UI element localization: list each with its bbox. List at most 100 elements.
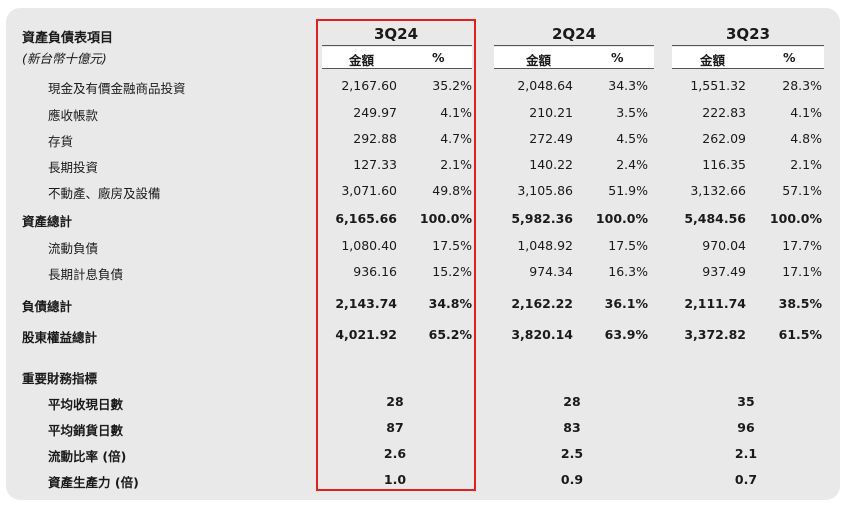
percent-cell: 4.5%	[616, 131, 648, 146]
amount-cell: 6,165.66	[335, 211, 397, 226]
amount-cell: 1,551.32	[690, 78, 746, 93]
indicator-value: 2.5	[560, 446, 584, 461]
percent-cell: 17.5%	[608, 238, 648, 253]
percent-cell: 3.5%	[616, 105, 648, 120]
indicator-label: 平均銷貨日數	[48, 423, 124, 438]
amount-cell: 5,484.56	[684, 211, 746, 226]
indicator-label: 資產生產力 (倍)	[48, 475, 139, 490]
indicator-value: 2.1	[734, 446, 758, 461]
amount-cell: 272.49	[529, 131, 573, 146]
row-label: 現金及有價金融商品投資	[48, 81, 186, 96]
period-header-2q24: 2Q24	[551, 25, 597, 43]
indicator-value: 28	[563, 394, 581, 409]
indicator-value: 28	[386, 394, 404, 409]
percent-cell: 100.0%	[595, 211, 648, 226]
amount-cell: 116.35	[702, 157, 746, 172]
amount-cell: 1,080.40	[341, 238, 397, 253]
percent-cell: 2.4%	[616, 157, 648, 172]
amount-cell: 2,143.74	[335, 296, 397, 311]
subheader-cell	[494, 47, 654, 68]
amount-cell: 222.83	[702, 105, 746, 120]
highlight-frame-3q24	[316, 19, 476, 491]
percent-header: %	[783, 50, 796, 65]
percent-header: %	[432, 50, 445, 65]
row-label: 長期投資	[48, 160, 99, 175]
indicator-value: 2.6	[383, 446, 407, 461]
row-label: 應收帳款	[48, 108, 99, 123]
unit-subtitle: (新台幣十億元)	[22, 51, 107, 66]
indicator-value: 0.7	[734, 472, 758, 487]
indicator-value: 1.0	[383, 472, 407, 487]
row-label: 不動產、廠房及設備	[48, 186, 161, 201]
percent-cell: 36.1%	[604, 296, 648, 311]
percent-cell: 2.1%	[790, 157, 822, 172]
amount-cell: 127.33	[353, 157, 397, 172]
indicator-value: 83	[563, 420, 581, 435]
amount-header: 金額	[349, 53, 375, 68]
table-title: 資產負債表項目	[22, 31, 114, 46]
percent-cell: 28.3%	[782, 78, 822, 93]
percent-cell: 34.3%	[608, 78, 648, 93]
percent-cell: 17.1%	[782, 264, 822, 279]
percent-cell: 16.3%	[608, 264, 648, 279]
period-header-3q24: 3Q24	[373, 25, 419, 43]
subheader-underline	[672, 68, 824, 69]
subheader-underline	[322, 68, 472, 69]
amount-cell: 5,982.36	[511, 211, 573, 226]
indicator-label: 平均收現日數	[48, 397, 124, 412]
indicator-value: 0.9	[560, 472, 584, 487]
subheader-cell	[672, 47, 824, 68]
amount-cell: 292.88	[353, 131, 397, 146]
amount-header: 金額	[526, 53, 552, 68]
indicator-value: 96	[737, 420, 755, 435]
amount-cell: 2,167.60	[341, 78, 397, 93]
percent-cell: 34.8%	[428, 296, 472, 311]
subheader-underline	[494, 68, 654, 69]
percent-cell: 4.1%	[440, 105, 472, 120]
percent-cell: 2.1%	[440, 157, 472, 172]
percent-cell: 4.8%	[790, 131, 822, 146]
amount-cell: 970.04	[702, 238, 746, 253]
percent-cell: 65.2%	[428, 327, 472, 342]
amount-cell: 1,048.92	[517, 238, 573, 253]
amount-cell: 936.16	[353, 264, 397, 279]
indicator-value: 87	[386, 420, 404, 435]
subheader-cell	[322, 47, 472, 68]
percent-cell: 4.1%	[790, 105, 822, 120]
amount-cell: 2,111.74	[684, 296, 746, 311]
period-underline	[672, 45, 824, 46]
indicator-label: 流動比率 (倍)	[48, 449, 127, 464]
percent-cell: 57.1%	[782, 183, 822, 198]
percent-header: %	[611, 50, 624, 65]
row-label: 存貨	[48, 134, 74, 149]
percent-cell: 17.5%	[432, 238, 472, 253]
amount-cell: 210.21	[529, 105, 573, 120]
percent-cell: 100.0%	[419, 211, 472, 226]
percent-cell: 17.7%	[782, 238, 822, 253]
percent-cell: 61.5%	[778, 327, 822, 342]
amount-cell: 4,021.92	[335, 327, 397, 342]
row-label: 資產總計	[22, 214, 73, 229]
row-label: 長期計息負債	[48, 267, 124, 282]
amount-header: 金額	[700, 53, 726, 68]
amount-cell: 2,162.22	[511, 296, 573, 311]
percent-cell: 4.7%	[440, 131, 472, 146]
indicator-value: 35	[737, 394, 755, 409]
percent-cell: 35.2%	[432, 78, 472, 93]
percent-cell: 49.8%	[432, 183, 472, 198]
amount-cell: 3,820.14	[511, 327, 573, 342]
percent-cell: 51.9%	[608, 183, 648, 198]
amount-cell: 262.09	[702, 131, 746, 146]
balance-sheet-panel	[6, 8, 840, 500]
amount-cell: 140.22	[529, 157, 573, 172]
percent-cell: 100.0%	[769, 211, 822, 226]
amount-cell: 2,048.64	[517, 78, 573, 93]
percent-cell: 63.9%	[604, 327, 648, 342]
amount-cell: 249.97	[353, 105, 397, 120]
row-label: 股東權益總計	[22, 330, 98, 345]
row-label: 負債總計	[22, 299, 73, 314]
amount-cell: 3,105.86	[517, 183, 573, 198]
period-underline	[494, 45, 654, 46]
percent-cell: 38.5%	[778, 296, 822, 311]
amount-cell: 3,071.60	[341, 183, 397, 198]
